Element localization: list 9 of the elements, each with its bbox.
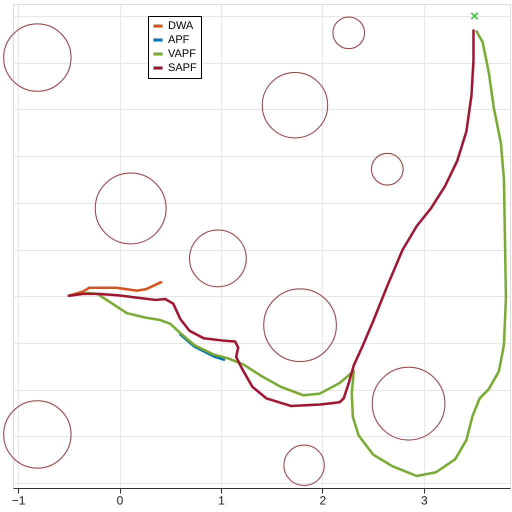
legend-label: VAPF bbox=[168, 48, 196, 60]
legend-label: DWA bbox=[168, 20, 194, 32]
x-tick-label: 3 bbox=[420, 494, 428, 508]
legend-label: SAPF bbox=[168, 62, 198, 74]
x-tick-label: 0 bbox=[116, 494, 124, 508]
x-tick-label: 1 bbox=[218, 494, 226, 508]
legend-label: APF bbox=[168, 34, 190, 46]
x-tick-label: −1 bbox=[12, 494, 26, 508]
x-tick-label: 2 bbox=[320, 494, 327, 508]
